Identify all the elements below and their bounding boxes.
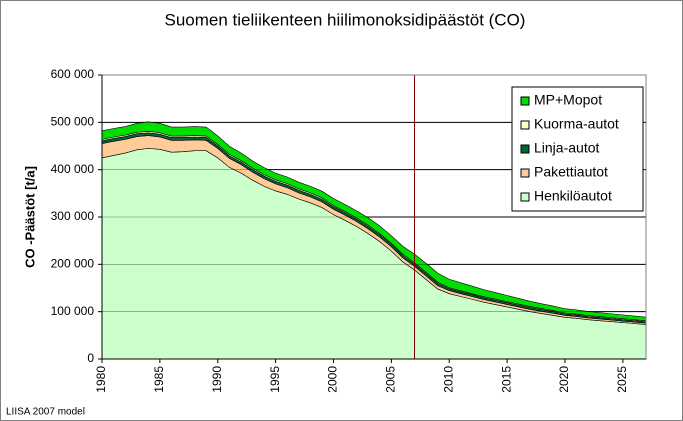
x-tick-label: 1980 bbox=[94, 366, 108, 393]
x-tick-label: 1985 bbox=[152, 366, 166, 393]
legend-swatch bbox=[520, 192, 530, 202]
chart-title: Suomen tieliikenteen hiilimonoksidipääst… bbox=[165, 10, 526, 29]
legend-label: Linja-autot bbox=[534, 140, 599, 156]
y-tick-label: 600 000 bbox=[51, 67, 95, 81]
legend-swatch bbox=[520, 96, 530, 106]
legend-label: Kuorma-autot bbox=[534, 116, 619, 132]
legend-label: Henkilöautot bbox=[534, 188, 612, 204]
legend-box bbox=[511, 86, 644, 212]
y-tick-label: 300 000 bbox=[51, 209, 95, 223]
y-tick-label: 0 bbox=[87, 351, 94, 365]
y-axis-label: CO -Päästöt [t/a] bbox=[22, 166, 37, 268]
legend-swatch bbox=[520, 120, 530, 130]
x-tick-label: 2005 bbox=[384, 366, 398, 393]
y-tick-label: 200 000 bbox=[51, 257, 95, 271]
legend-label: MP+Mopot bbox=[534, 92, 602, 108]
x-tick-label: 1990 bbox=[210, 366, 224, 393]
x-tick-label: 1995 bbox=[268, 366, 282, 393]
y-tick-label: 100 000 bbox=[51, 304, 95, 318]
x-tick-label: 2000 bbox=[326, 366, 340, 393]
x-tick-label: 2015 bbox=[499, 366, 513, 393]
legend-swatch bbox=[520, 144, 530, 154]
y-tick-label: 400 000 bbox=[51, 162, 95, 176]
x-tick-label: 2020 bbox=[557, 366, 571, 393]
legend-swatch bbox=[520, 168, 530, 178]
x-tick-label: 2025 bbox=[615, 366, 629, 393]
y-tick-label: 500 000 bbox=[51, 115, 95, 129]
legend-label: Pakettiautot bbox=[534, 164, 608, 180]
footnote: LIISA 2007 model bbox=[6, 407, 85, 418]
x-tick-label: 2010 bbox=[441, 366, 455, 393]
